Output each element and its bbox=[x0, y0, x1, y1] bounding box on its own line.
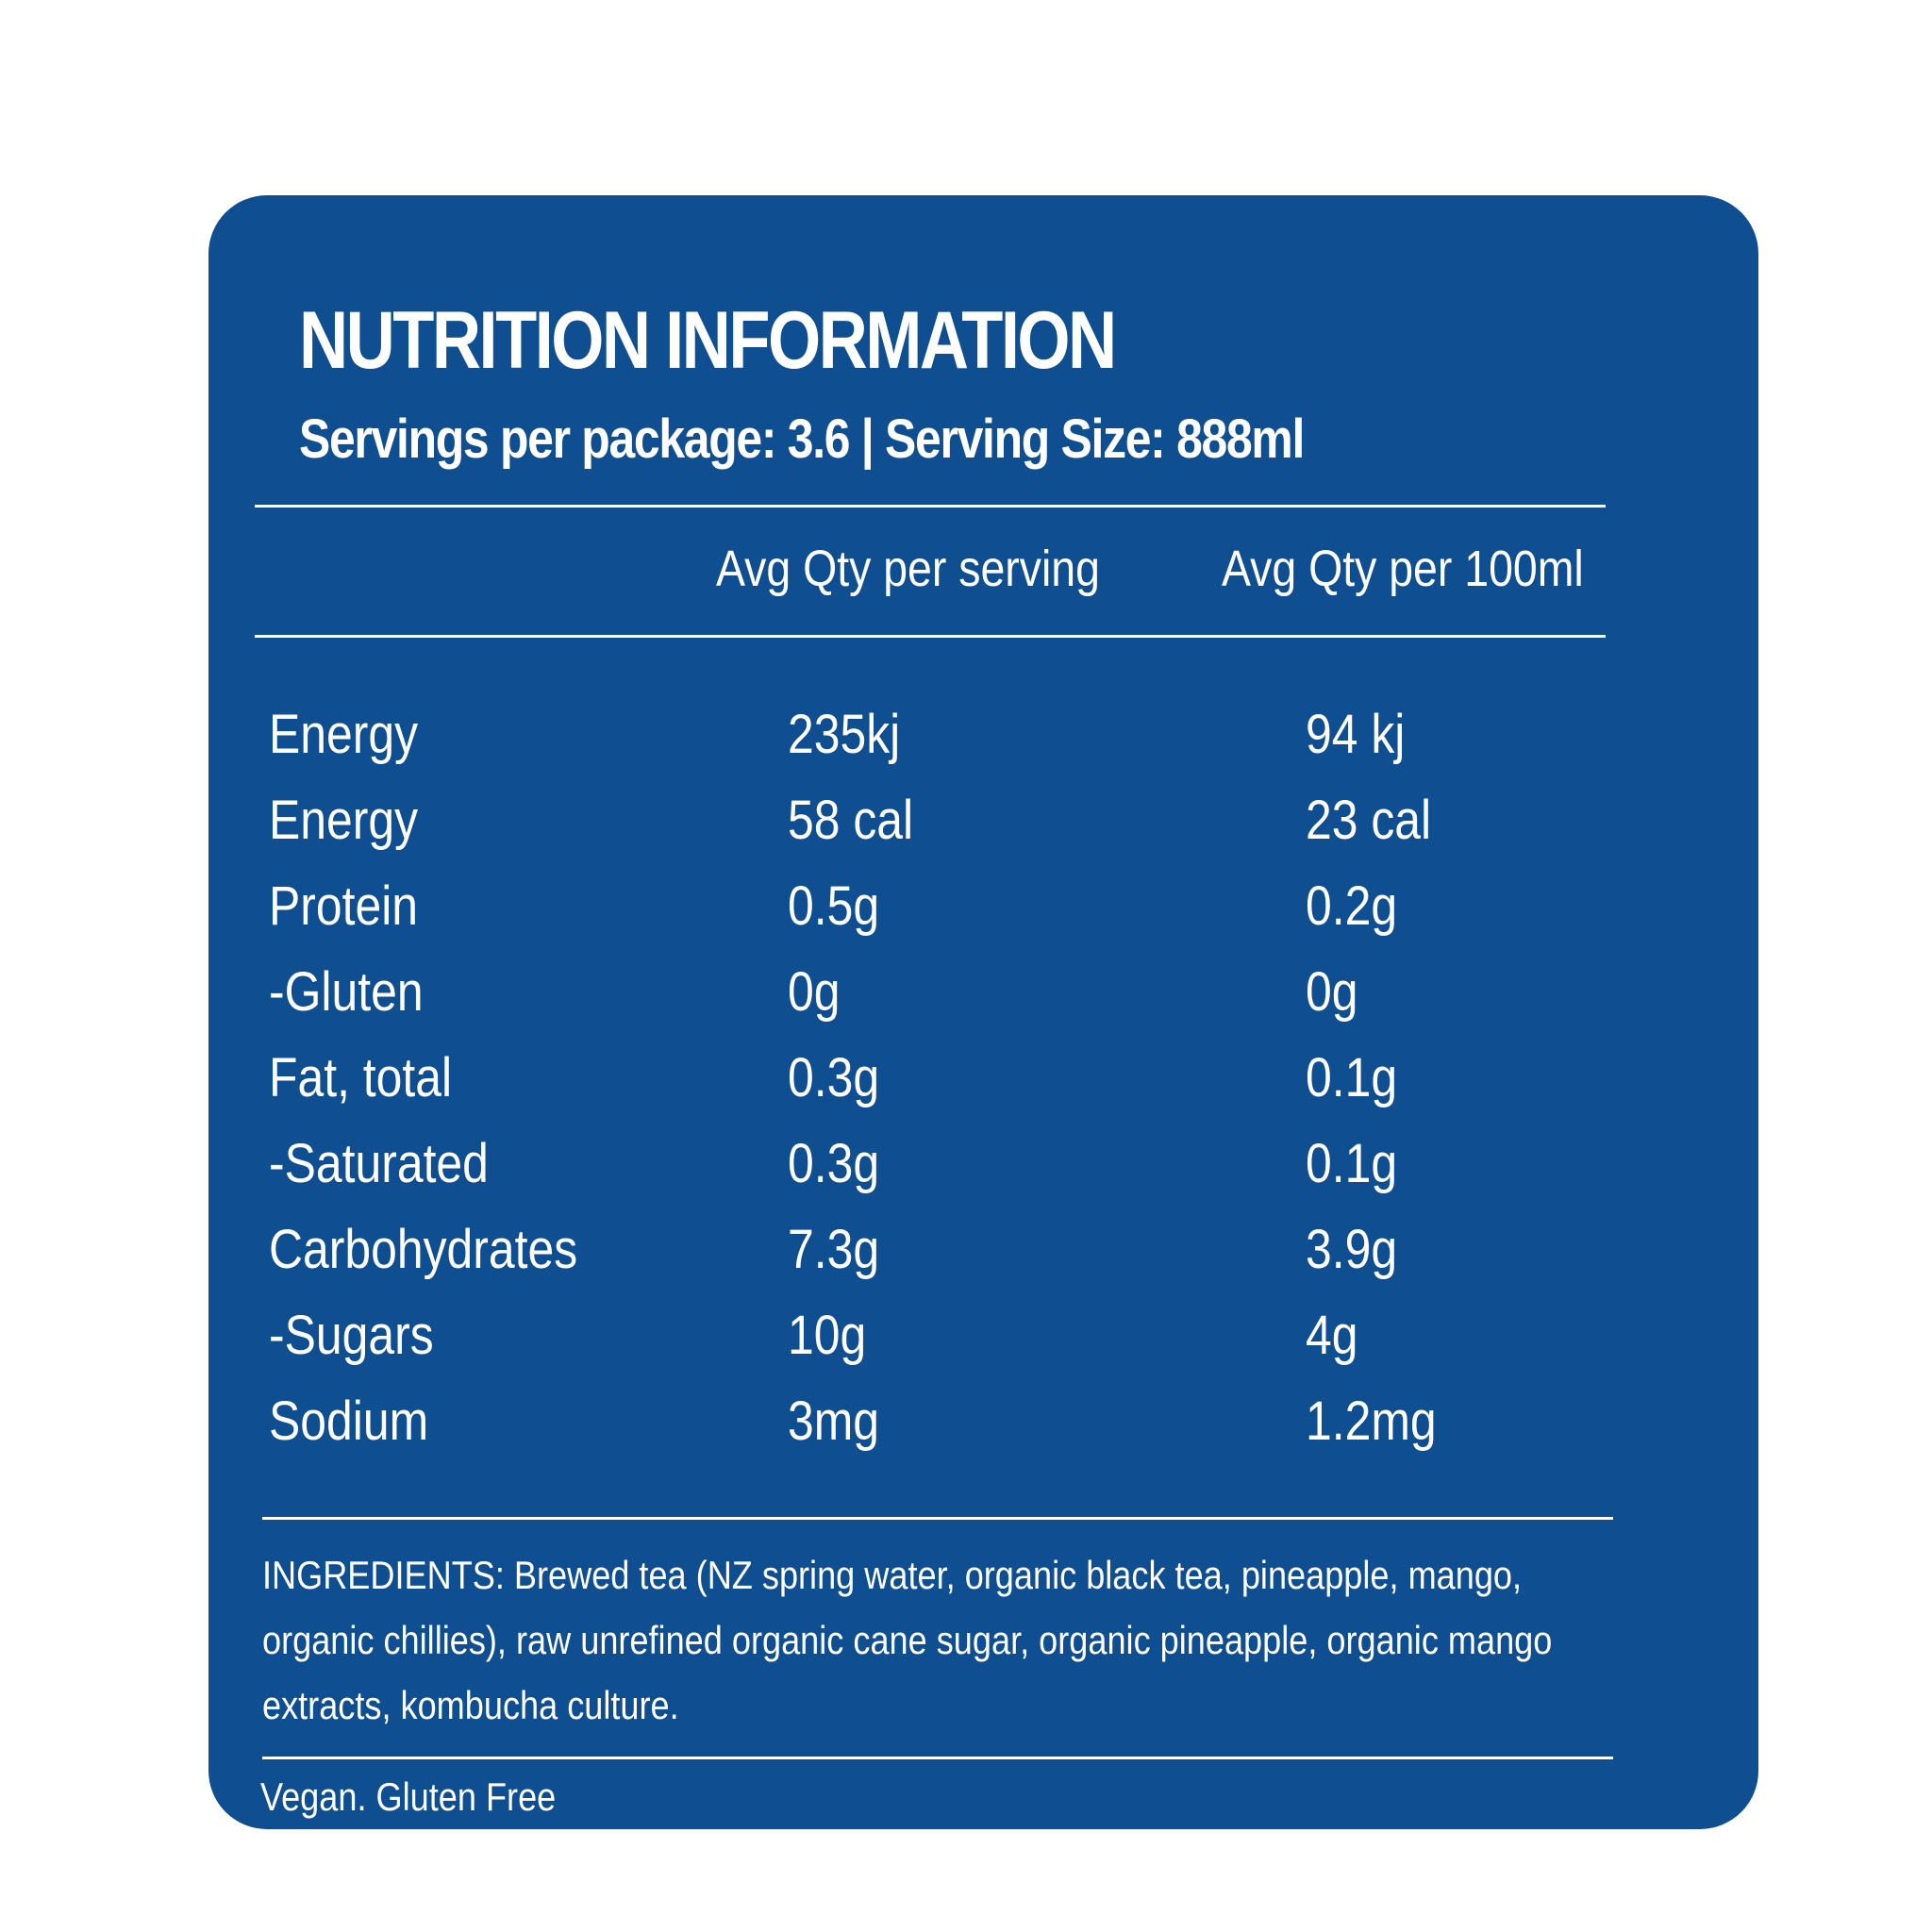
value-per-serving: 0g bbox=[788, 961, 841, 1023]
value-per-serving: 0.5g bbox=[788, 875, 880, 937]
table-row: -Sugars 10g 4g bbox=[208, 1304, 1758, 1390]
nutrient-name: Fat, total bbox=[269, 1047, 453, 1108]
nutrient-name: Sodium bbox=[269, 1391, 429, 1452]
table-row: -Saturated 0.3g 0.1g bbox=[208, 1132, 1758, 1218]
nutrient-name: Energy bbox=[269, 790, 419, 851]
value-per-serving: 0.3g bbox=[788, 1133, 880, 1194]
nutrient-name: Carbohydrates bbox=[269, 1219, 578, 1280]
panel-title: NUTRITION INFORMATION bbox=[299, 295, 1117, 386]
divider-top bbox=[255, 505, 1606, 508]
table-row: Energy 235kj 94 kj bbox=[208, 703, 1758, 789]
ingredients-text: INGREDIENTS: Brewed tea (NZ spring water… bbox=[262, 1553, 1553, 1727]
nutrient-name: Energy bbox=[269, 704, 419, 765]
value-per-serving: 10g bbox=[788, 1305, 867, 1366]
value-per-100ml: 23 cal bbox=[1306, 790, 1432, 851]
value-per-100ml: 0.1g bbox=[1306, 1047, 1398, 1108]
table-row: Sodium 3mg 1.2mg bbox=[208, 1390, 1758, 1475]
table-row: Energy 58 cal 23 cal bbox=[208, 789, 1758, 874]
divider-ingredients bbox=[262, 1517, 1613, 1520]
table-row: Carbohydrates 7.3g 3.9g bbox=[208, 1218, 1758, 1304]
value-per-serving: 3mg bbox=[788, 1391, 880, 1452]
divider-footnote bbox=[262, 1757, 1613, 1759]
column-header-per-100ml: Avg Qty per 100ml bbox=[1222, 541, 1584, 597]
table-row: Protein 0.5g 0.2g bbox=[208, 874, 1758, 960]
value-per-100ml: 0.2g bbox=[1306, 875, 1398, 937]
column-header-per-serving: Avg Qty per serving bbox=[716, 541, 1100, 597]
value-per-100ml: 4g bbox=[1306, 1305, 1358, 1366]
value-per-100ml: 94 kj bbox=[1306, 704, 1406, 765]
value-per-serving: 58 cal bbox=[788, 790, 914, 851]
value-per-100ml: 1.2mg bbox=[1306, 1391, 1437, 1452]
nutrient-name: -Gluten bbox=[269, 961, 424, 1023]
value-per-serving: 7.3g bbox=[788, 1219, 880, 1280]
serving-info: Servings per package: 3.6 | Serving Size… bbox=[299, 408, 1305, 470]
value-per-100ml: 0.1g bbox=[1306, 1133, 1398, 1194]
nutrient-name: -Sugars bbox=[269, 1305, 434, 1366]
table-row: Fat, total 0.3g 0.1g bbox=[208, 1046, 1758, 1132]
nutrition-panel: NUTRITION INFORMATION Servings per packa… bbox=[208, 195, 1758, 1829]
value-per-serving: 235kj bbox=[788, 704, 901, 765]
dietary-note: Vegan. Gluten Free bbox=[260, 1774, 557, 1819]
table-row: -Gluten 0g 0g bbox=[208, 960, 1758, 1046]
value-per-serving: 0.3g bbox=[788, 1047, 880, 1108]
divider-header bbox=[255, 635, 1606, 638]
value-per-100ml: 0g bbox=[1306, 961, 1358, 1023]
nutrient-name: -Saturated bbox=[269, 1133, 489, 1194]
nutrient-name: Protein bbox=[269, 875, 419, 937]
value-per-100ml: 3.9g bbox=[1306, 1219, 1398, 1280]
